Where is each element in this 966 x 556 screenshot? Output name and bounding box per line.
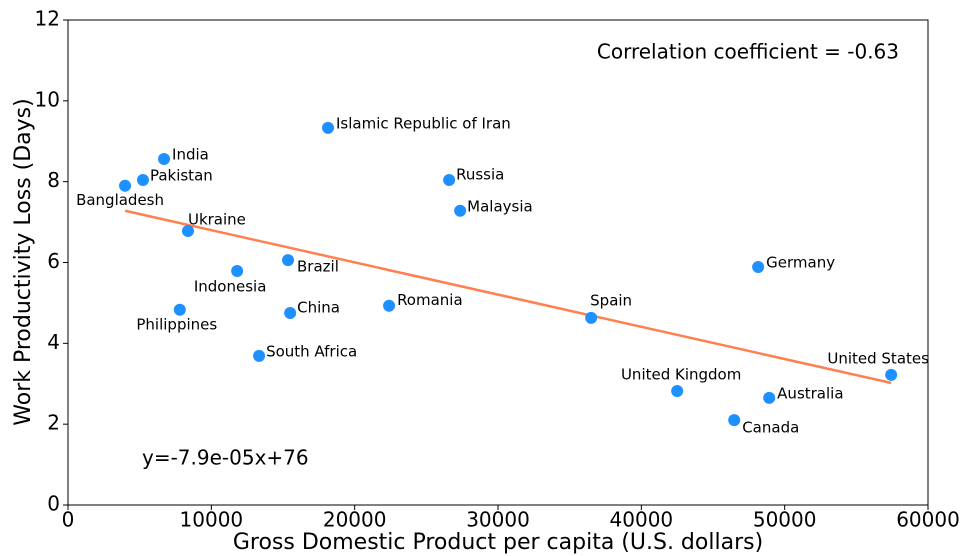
point	[173, 303, 186, 316]
point	[119, 179, 132, 192]
point	[181, 224, 194, 237]
point-label: Germany	[766, 253, 835, 271]
point-label: Spain	[590, 291, 632, 309]
point-label: United Kingdom	[621, 366, 741, 384]
annotation: Correlation coefficient = -0.63	[597, 40, 899, 64]
x-tick-label: 20000	[323, 508, 387, 532]
point	[136, 174, 149, 187]
y-tick-label: 4	[47, 330, 60, 354]
trend-line	[124, 209, 892, 385]
point-label: Bangladesh	[76, 191, 164, 209]
point	[454, 204, 467, 217]
annotation: y=-7.9e-05x+76	[142, 446, 309, 470]
point-label: Philippines	[136, 315, 217, 333]
point-label: Australia	[777, 384, 843, 402]
point	[231, 264, 244, 277]
point	[671, 385, 684, 398]
point-label: Ukraine	[188, 210, 246, 228]
y-tick-label: 8	[47, 168, 60, 192]
y-tick-label: 10	[35, 87, 60, 111]
point-label: Romania	[397, 291, 463, 309]
x-tick-label: 10000	[180, 508, 244, 532]
y-tick-label: 2	[47, 411, 60, 435]
point	[728, 414, 741, 427]
point	[443, 174, 456, 187]
point	[282, 254, 295, 267]
point-label: Indonesia	[194, 277, 267, 295]
x-tick-label: 40000	[610, 508, 674, 532]
point-label: United States	[827, 349, 929, 367]
y-axis-label: Work Productivity Loss (Days)	[11, 98, 36, 425]
point-label: China	[297, 299, 340, 317]
point	[158, 153, 171, 166]
point-label: South Africa	[266, 342, 357, 360]
point	[752, 260, 765, 273]
point-label: Canada	[742, 419, 799, 437]
point	[284, 307, 297, 320]
point	[585, 311, 598, 324]
point	[322, 121, 335, 134]
y-tick-label: 6	[47, 249, 60, 273]
x-tick-label: 50000	[753, 508, 817, 532]
point-label: Pakistan	[150, 167, 213, 185]
y-tick-label: 12	[35, 7, 60, 31]
x-tick-label: 0	[62, 508, 75, 532]
x-axis-label: Gross Domestic Product per capita (U.S. …	[233, 530, 763, 555]
point-label: Russia	[456, 166, 504, 184]
x-tick-label: 30000	[466, 508, 530, 532]
y-tick-label: 0	[47, 492, 60, 516]
x-tick-label: 60000	[896, 508, 960, 532]
point-label: Malaysia	[467, 197, 533, 215]
point	[763, 391, 776, 404]
point-label: Brazil	[297, 258, 339, 276]
point	[885, 368, 898, 381]
point-label: India	[172, 146, 209, 164]
point-label: Islamic Republic of Iran	[336, 114, 511, 132]
point	[383, 299, 396, 312]
point	[253, 349, 266, 362]
